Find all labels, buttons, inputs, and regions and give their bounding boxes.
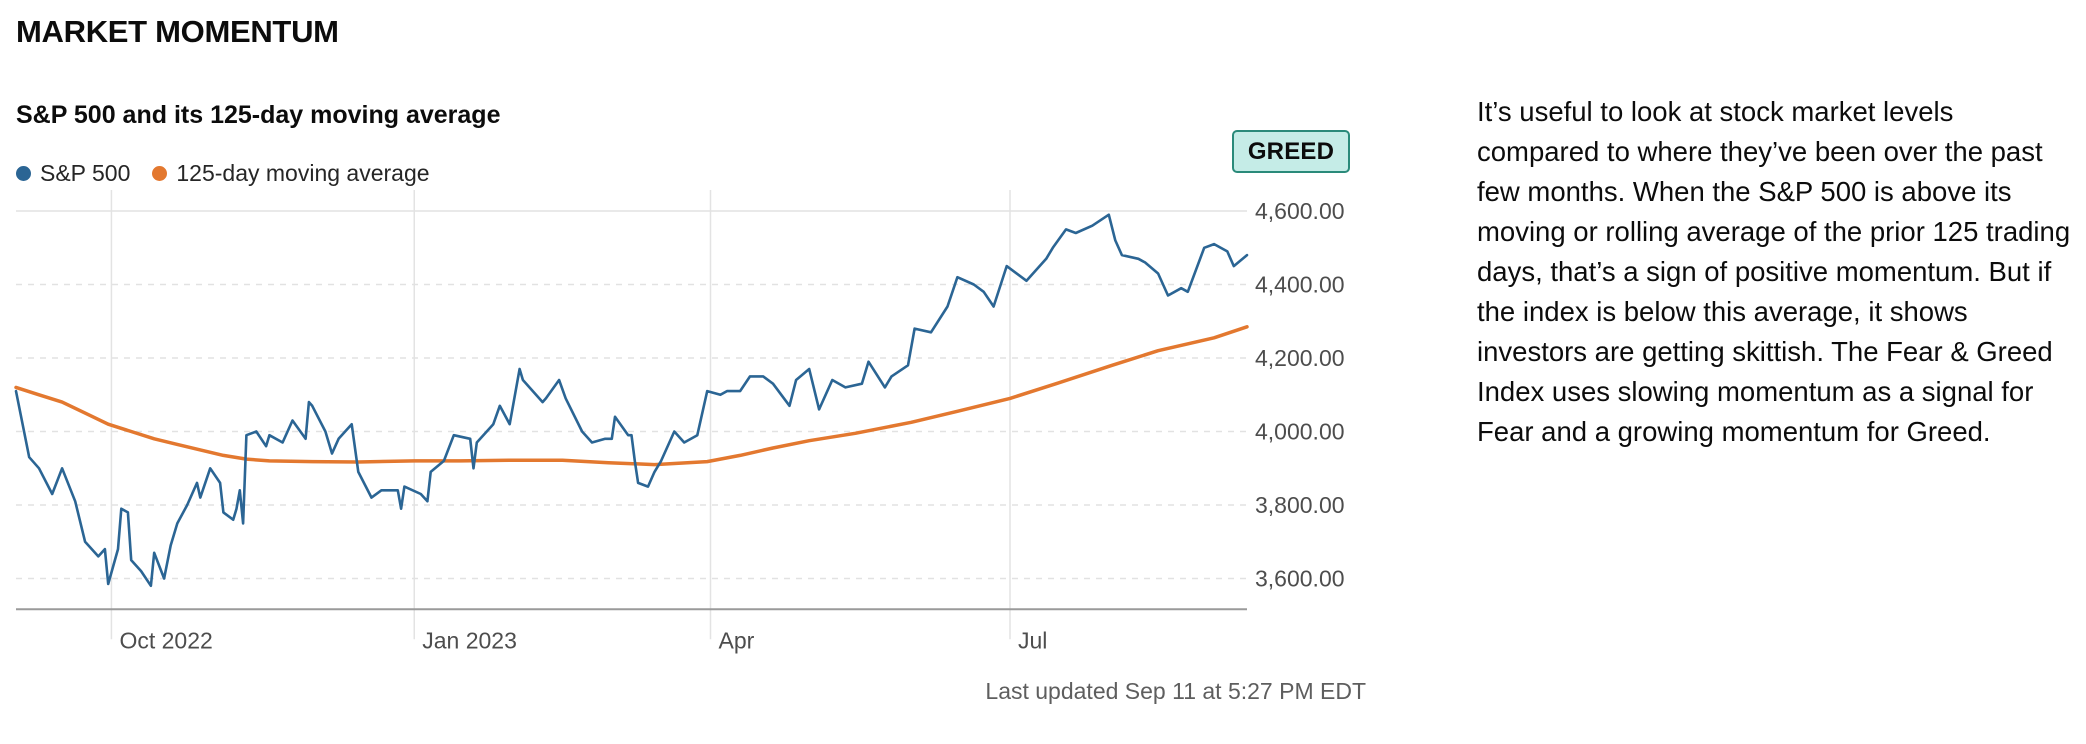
legend-dot-sp500: [16, 166, 31, 181]
y-tick-label: 4,600.00: [1255, 198, 1345, 224]
legend-label-sp500: S&P 500: [40, 160, 131, 186]
moving-average-series-line: [14, 325, 1249, 467]
y-tick-label: 4,000.00: [1255, 419, 1345, 445]
y-tick-label: 3,600.00: [1255, 566, 1345, 592]
y-tick-label: 4,200.00: [1255, 345, 1345, 371]
x-tick-label: Oct 2022: [119, 627, 212, 653]
description-text: It’s useful to look at stock market leve…: [1477, 96, 2071, 447]
x-tick-label: Apr: [718, 627, 754, 653]
last-updated: Last updated Sep 11 at 5:27 PM EDT: [985, 678, 1366, 704]
sp500-series-line: [14, 213, 1249, 588]
legend-item-moving-average[interactable]: 125-day moving average: [152, 160, 430, 187]
momentum-chart: 3,600.00 3,800.00 4,000.00 4,200.00 4,400.00…: [14, 190, 1345, 653]
legend-dot-moving-average: [152, 166, 168, 181]
y-tick-label: 4,400.00: [1255, 272, 1345, 298]
legend-item-sp500[interactable]: S&P 500: [16, 160, 130, 187]
x-tick-label: Jan 2023: [422, 627, 517, 653]
chart-legend: S&P 500 125-day moving average: [16, 160, 452, 187]
x-tick-label: Jul: [1018, 627, 1047, 653]
greed-status-badge: GREED: [1232, 130, 1350, 173]
section-title: MARKET MOMENTUM: [16, 14, 339, 49]
legend-label-moving-average: 125-day moving average: [176, 160, 430, 186]
y-tick-label: 3,800.00: [1255, 492, 1345, 518]
chart-title: S&P 500 and its 125-day moving average: [16, 101, 501, 129]
